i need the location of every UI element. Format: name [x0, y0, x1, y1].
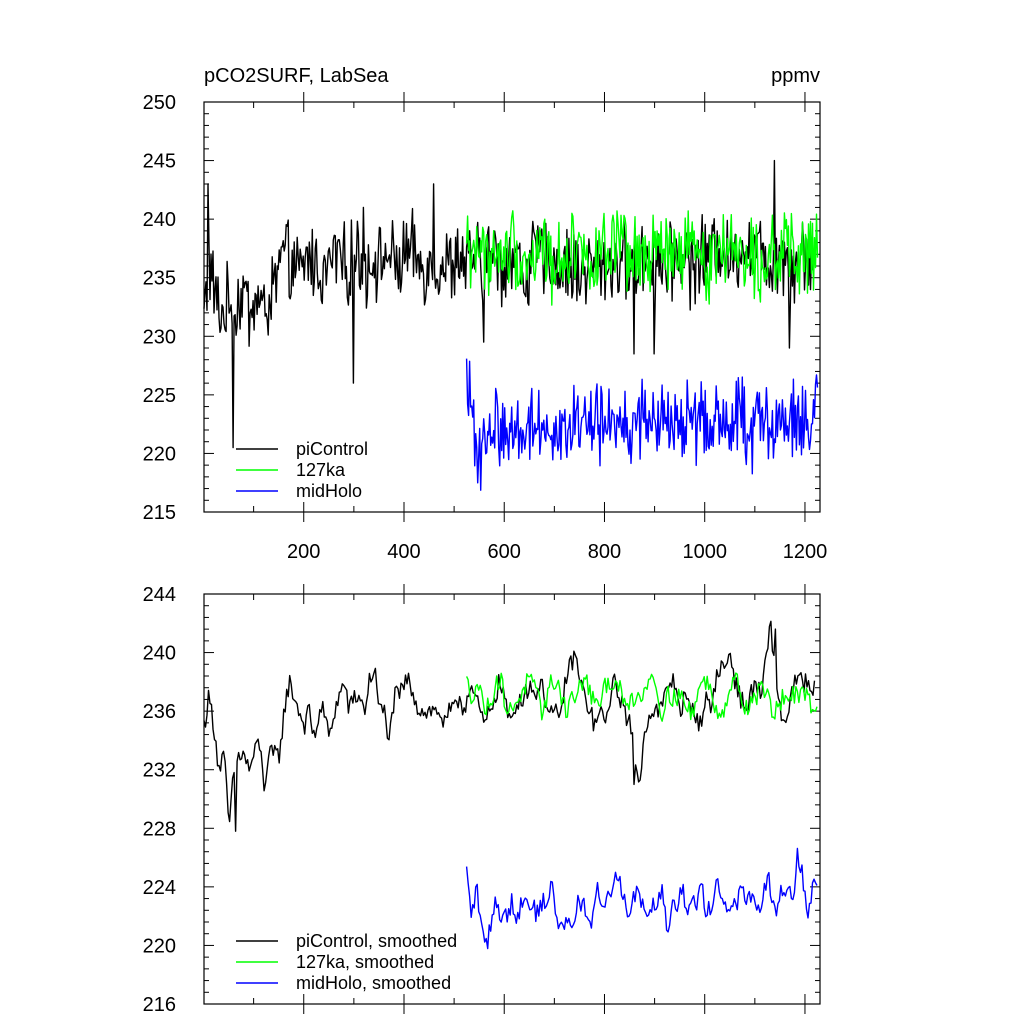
legend-label: 127ka — [296, 460, 346, 480]
y-tick-label: 228 — [143, 818, 176, 840]
y-tick-label: 225 — [143, 385, 176, 407]
units-label: ppmv — [771, 65, 820, 87]
y-tick-label: 240 — [143, 209, 176, 231]
x-tick-label: 200 — [287, 541, 320, 563]
y-tick-label: 244 — [143, 584, 176, 606]
y-tick-label: 224 — [143, 877, 176, 899]
legend-label: piControl — [296, 439, 368, 459]
y-tick-label: 236 — [143, 701, 176, 723]
y-tick-label: 220 — [143, 935, 176, 957]
y-tick-label: 215 — [143, 502, 176, 524]
series-line-127ka — [465, 210, 819, 306]
x-tick-label: 400 — [387, 541, 420, 563]
plot-frame — [203, 593, 821, 1005]
x-tick-label: 1000 — [682, 541, 727, 563]
legend-label: 127ka, smoothed — [296, 952, 434, 972]
series-line-127ka-smoothed — [465, 672, 818, 722]
series-line-midholo — [465, 358, 819, 491]
x-tick-label: 600 — [488, 541, 521, 563]
chart-title: pCO2SURF, LabSea — [204, 65, 389, 87]
y-tick-label: 250 — [143, 92, 176, 114]
y-tick-label: 232 — [143, 760, 176, 782]
bottom-panel: 216 220 224 228 232 236 240 244 piControl, smoot… — [143, 584, 821, 1016]
x-tick-label: 1200 — [783, 541, 828, 563]
y-tick-label: 230 — [143, 326, 176, 348]
y-tick-label: 235 — [143, 268, 176, 290]
y-tick-label: 216 — [143, 994, 176, 1016]
legend-label: midHolo, smoothed — [296, 973, 451, 993]
y-tick-label: 220 — [143, 443, 176, 465]
y-tick-label: 245 — [143, 151, 176, 173]
series-line-picontrol — [203, 159, 816, 449]
legend-label: midHolo — [296, 481, 362, 501]
legend-label: piControl, smoothed — [296, 931, 457, 951]
series-line-midholo-smoothed — [465, 847, 818, 950]
series-line-picontrol-smoothed — [203, 620, 816, 832]
y-tick-label: 240 — [143, 643, 176, 665]
x-tick-label: 800 — [588, 541, 621, 563]
top-panel: pCO2SURF, LabSea ppmv 200 400 600 800 1000 12… — [143, 65, 828, 563]
